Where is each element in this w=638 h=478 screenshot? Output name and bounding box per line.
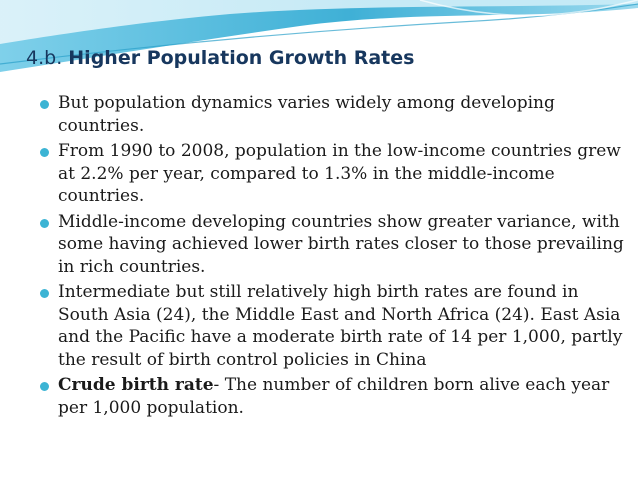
definition-text: - The number of children born alive each… — [58, 375, 610, 418]
bullet-dot-icon — [40, 148, 49, 157]
bullet-text: Intermediate but still relatively high b… — [58, 282, 623, 370]
bullet-list: But population dynamics varies widely am… — [40, 92, 630, 422]
bullet-dot-icon — [40, 289, 49, 298]
slide-title: 4.b. Higher Population Growth Rates — [26, 47, 414, 69]
bullet-text: Middle-income developing countries show … — [58, 211, 624, 277]
bullet-item: Intermediate but still relatively high b… — [40, 281, 630, 371]
header-wave-decoration — [0, 0, 638, 78]
bullet-dot-icon — [40, 382, 49, 391]
title-main: Higher Population Growth Rates — [68, 47, 415, 69]
bullet-dot-icon — [40, 100, 49, 109]
bullet-item: From 1990 to 2008, population in the low… — [40, 140, 630, 208]
bullet-item-definition: Crude birth rate- The number of children… — [40, 374, 630, 419]
bullet-item: But population dynamics varies widely am… — [40, 92, 630, 137]
bullet-text: From 1990 to 2008, population in the low… — [58, 141, 621, 206]
wave-line-white — [0, 8, 638, 78]
wave-band-light — [0, 0, 638, 44]
bullet-dot-icon — [40, 218, 49, 228]
bullet-text: But population dynamics varies widely am… — [58, 93, 555, 136]
bullet-item: Middle-income developing countries show … — [40, 211, 630, 279]
definition-term: Crude birth rate — [58, 375, 214, 395]
wave-line-light — [419, 0, 638, 17]
title-prefix: 4.b. — [26, 47, 63, 69]
